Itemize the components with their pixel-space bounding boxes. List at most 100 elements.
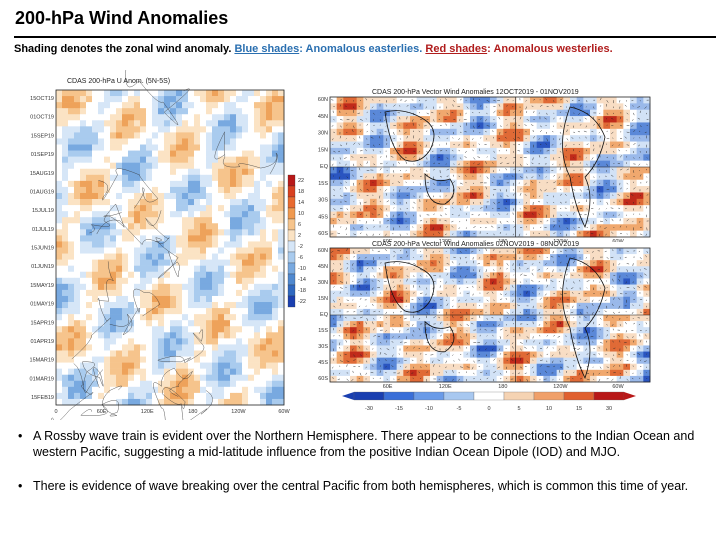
hovmoller-cell <box>242 247 249 254</box>
hovmoller-cell <box>80 326 87 333</box>
map-cell <box>596 116 604 123</box>
map-cell <box>610 205 617 212</box>
wind-vector <box>458 163 461 165</box>
map-cell <box>370 278 377 285</box>
hovmoller-cell <box>80 386 87 394</box>
hovmoller-cell <box>230 356 237 363</box>
map-cell <box>576 248 584 255</box>
hovmoller-cell <box>188 90 195 97</box>
hovmoller-cell <box>86 247 93 254</box>
hovmoller-cell <box>164 211 171 218</box>
hovmoller-cell <box>170 108 177 115</box>
hovmoller-cell <box>146 338 153 345</box>
hovmoller-cell <box>194 259 201 266</box>
map-cell <box>350 173 357 181</box>
hovmoller-cell <box>230 229 237 236</box>
map-cell <box>590 224 597 231</box>
wind-vector <box>606 100 609 103</box>
map-cell <box>403 147 411 155</box>
wind-vector <box>424 227 427 230</box>
hovmoller-cell <box>188 186 195 194</box>
wind-vector <box>618 214 621 216</box>
hovmoller-cell <box>158 108 165 115</box>
hovmoller-cell <box>74 356 81 363</box>
hovmoller-x-tick: 0 <box>54 409 57 415</box>
map-cell <box>636 167 644 174</box>
wind-vector <box>519 116 522 120</box>
hovmoller-cell <box>200 156 207 163</box>
hovmoller-cell <box>164 380 171 388</box>
wind-vector <box>499 195 502 198</box>
hovmoller-cell <box>134 350 141 357</box>
hovmoller-cell <box>152 132 159 139</box>
hovmoller-cell <box>140 253 147 260</box>
hovmoller-cell <box>260 180 267 188</box>
map-cell <box>476 186 484 193</box>
hovmoller-cell <box>116 217 123 224</box>
hovmoller-cell <box>56 229 63 236</box>
hovmoller-cell <box>272 283 279 291</box>
hovmoller-cell <box>194 180 201 188</box>
hovmoller-cell <box>188 235 195 242</box>
wind-vector <box>379 200 381 203</box>
hovmoller-cell <box>176 120 183 127</box>
map-cell <box>463 333 471 340</box>
hovmoller-cell <box>56 295 63 303</box>
hovmoller-cell <box>176 356 183 363</box>
map-cell <box>456 141 464 149</box>
hovmoller-cell <box>92 192 99 200</box>
hovmoller-cell <box>200 362 207 369</box>
wind-vector <box>611 131 614 134</box>
hovmoller-cell <box>158 120 165 127</box>
map-cell <box>556 167 564 174</box>
map-cell <box>516 109 524 117</box>
hovmoller-cell <box>80 350 87 357</box>
map-cell <box>556 333 564 340</box>
map-cell <box>356 321 364 328</box>
wind-vector <box>419 232 421 234</box>
hovmoller-cell <box>272 289 279 297</box>
hovmoller-cell <box>134 108 141 115</box>
hovmoller-cell <box>116 126 123 133</box>
map-cell <box>636 205 644 212</box>
hovmoller-cell <box>218 162 225 170</box>
wind-vector <box>393 99 395 101</box>
wind-vector <box>413 220 415 223</box>
hovmoller-cell <box>206 96 213 103</box>
hovmoller-cell <box>206 398 213 406</box>
hovmoller-cell <box>182 108 189 115</box>
wind-vector <box>585 106 587 108</box>
wind-vector <box>533 136 535 139</box>
map-cell <box>423 260 431 267</box>
hovmoller-cell <box>122 368 129 376</box>
hovmoller-cell <box>152 144 159 151</box>
map-cell <box>623 186 631 193</box>
map-cell <box>630 302 637 310</box>
hovmoller-cell <box>68 205 75 212</box>
hovmoller-cell <box>152 229 159 236</box>
wind-vector <box>573 169 575 172</box>
red-shades-link[interactable]: Red shades <box>425 43 488 55</box>
map-cell <box>370 147 377 155</box>
hovmoller-cell <box>56 356 63 363</box>
wind-vector <box>533 99 536 101</box>
hovmoller-cell <box>254 174 261 182</box>
blue-shades-link[interactable]: Blue shades <box>234 43 300 55</box>
hovmoller-cell <box>242 302 249 309</box>
hovmoller-cell <box>206 374 213 382</box>
hovmoller-cell <box>62 96 69 103</box>
hovmoller-cell <box>122 277 129 285</box>
hovmoller-cell <box>266 180 273 188</box>
wind-vector <box>452 201 454 205</box>
hovmoller-colorbar-tick: -10 <box>298 266 306 272</box>
wind-vector <box>366 131 368 133</box>
hovmoller-cell <box>128 289 135 297</box>
wind-vector <box>479 207 483 209</box>
map-cell <box>490 224 497 231</box>
map-cell <box>510 321 517 328</box>
map-cell <box>330 179 337 187</box>
hovmoller-cell <box>122 126 129 133</box>
map-cell <box>423 97 431 104</box>
hovmoller-cell <box>254 211 261 218</box>
hovmoller-cell <box>86 186 93 194</box>
